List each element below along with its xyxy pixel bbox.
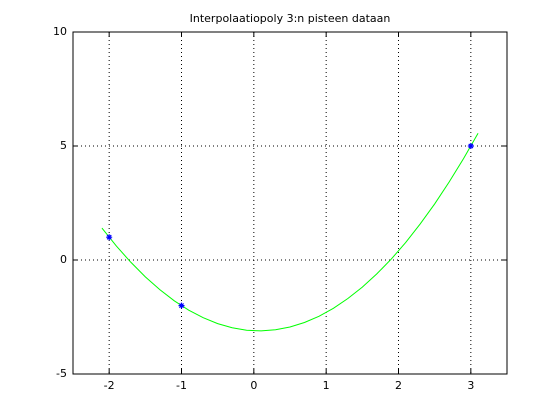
x-tick-label: -2: [104, 379, 115, 392]
x-tick-label: 1: [323, 379, 330, 392]
x-tick-label: 0: [250, 379, 257, 392]
data-point: [106, 234, 113, 241]
x-tick-label: 2: [395, 379, 402, 392]
y-tick-label: 0: [60, 253, 67, 266]
plot-frame: [72, 31, 508, 375]
y-tick-label: 5: [60, 139, 67, 152]
chart-title: Interpolaatiopoly 3:n pisteen dataan: [190, 12, 391, 25]
data-point: [178, 302, 185, 309]
x-tick-label: -1: [176, 379, 187, 392]
y-tick-label: -5: [56, 367, 67, 380]
data-point: [467, 143, 474, 149]
curve: [101, 132, 479, 332]
y-tick-label: 10: [53, 25, 67, 38]
x-tick-label: 3: [467, 379, 474, 392]
